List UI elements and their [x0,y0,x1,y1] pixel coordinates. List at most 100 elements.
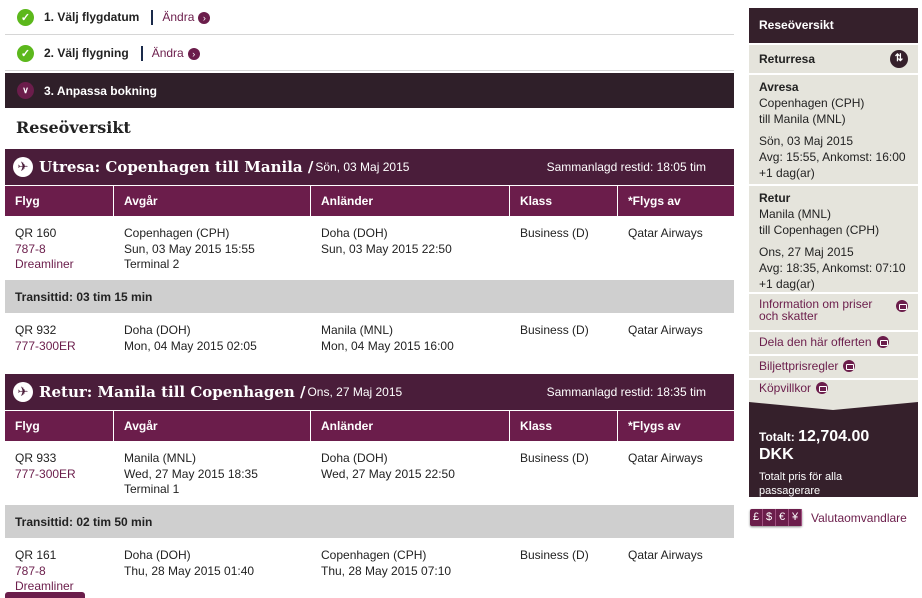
currency-symbol: £ [750,509,763,526]
inbound-times: Avg: 18:35, Ankomst: 07:10 [759,261,906,275]
step-label: 3. Anpassa bokning [44,83,157,98]
currency-converter-link[interactable]: Valutaomvandlare [811,510,907,525]
step-2: ✓ 2. Välj flygning Ändra › [5,36,734,71]
aircraft-link[interactable]: 787-8 Dreamliner [15,241,74,272]
class: Business (D) [520,451,589,465]
inbound-to: till Copenhagen (CPH) [759,223,880,237]
table-header: Flyg Avgår Anländer Klass *Flygs av [5,411,734,441]
outbound-to: till Manila (MNL) [759,112,846,126]
departure-info: Doha (DOH) [124,323,191,337]
chevron-right-icon: › [187,48,200,60]
total-box: Totalt: 12,704.00 DKK Totalt pris för al… [749,400,918,497]
segment-header: ✈ Retur: Manila till Copenhagen / Ons, 27 … [5,374,734,410]
column-header: Klass [510,186,618,216]
aircraft-link[interactable]: 787-8 Dreamliner [15,563,74,594]
outbound-date: Sön, 03 Maj 2015 [759,134,854,148]
plane-icon: ✈ [13,157,33,177]
segment-return: ✈ Retur: Manila till Copenhagen / Ons, 27 … [5,374,734,593]
currency-converter[interactable]: £ $ € ¥ Valutaomvandlare [750,509,907,526]
expand-icon [896,300,908,312]
table-row: QR 932 777-300ER Doha (DOH) Mon, 04 May 20… [5,313,734,363]
departure-info: Terminal 1 [124,482,180,496]
chevron-right-icon: › [198,12,211,24]
segment-route: Retur: Manila till Copenhagen / [39,383,306,401]
table-header: Flyg Avgår Anländer Klass *Flygs av [5,186,734,216]
inbound-heading: Retur [759,191,791,205]
divider [151,9,154,25]
inbound-from: Manila (MNL) [759,207,832,221]
class: Business (D) [520,226,589,240]
link-fare-rules[interactable]: Biljettprisregler [749,356,918,378]
column-header: *Flygs av [628,194,681,208]
arrival-info: Wed, 27 May 2015 22:50 [321,466,455,481]
sidebar-inbound: Retur Manila (MNL) till Copenhagen (CPH)… [749,186,918,292]
expand-icon [876,336,889,348]
table-row: QR 933 777-300ER Manila (MNL) Wed, 27 May … [5,441,734,505]
column-header: Flyg [5,411,114,441]
segment-total-time: Sammanlagd restid: 18:35 tim [546,385,706,399]
step-label: 1. Välj flygdatum [44,10,140,24]
aircraft-link[interactable]: 777-300ER [15,338,76,353]
total-note: Totalt pris för alla passagerare [759,471,843,497]
column-header: *Flygs av [628,419,681,433]
transit-row: Transittid: 03 tim 15 min [5,280,734,313]
currency-icon: £ $ € ¥ [750,509,802,526]
page-title: Reseöversikt [16,118,131,137]
operated-by: Qatar Airways [628,226,703,240]
link-terms[interactable]: Köpvillkor [749,380,918,402]
flight-number: QR 160 [15,226,57,240]
column-header: Klass [510,411,618,441]
inbound-date: Ons, 27 Maj 2015 [759,245,854,259]
departure-info: Sun, 03 May 2015 15:55 [124,241,255,256]
class: Business (D) [520,548,589,562]
button-partial[interactable] [5,592,85,598]
currency-symbol: € [776,509,789,526]
segment-header: ✈ Utresa: Copenhagen till Manila / Sön, 03… [5,149,734,185]
operated-by: Qatar Airways [628,323,703,337]
arrival-info: Thu, 28 May 2015 07:10 [321,563,452,578]
operated-by: Qatar Airways [628,548,703,562]
column-header: Anländer [311,186,510,216]
flight-number: QR 932 [15,323,57,337]
check-icon: ✓ [17,8,34,26]
arrival-info: Sun, 03 May 2015 22:50 [321,241,452,256]
total-value: 12,704.00 DKK [759,428,870,463]
arrival-info: Mon, 04 May 2015 16:00 [321,338,454,353]
segment-date: Ons, 27 Maj 2015 [307,385,403,399]
segment-date: Sön, 03 Maj 2015 [315,160,410,174]
transit-row: Transittid: 02 tim 50 min [5,505,734,538]
outbound-times: Avg: 15:55, Ankomst: 16:00 [759,150,906,164]
table-row: QR 161 787-8 Dreamliner Doha (DOH) Thu, 28… [5,538,734,593]
check-icon: ✓ [17,44,34,62]
column-header: Flyg [5,186,114,216]
link-share-offer[interactable]: Dela den här offerten [749,332,918,354]
step-3[interactable]: ∨ 3. Anpassa bokning [5,73,734,108]
outbound-from: Copenhagen (CPH) [759,96,865,110]
departure-info: Doha (DOH) [124,548,191,562]
link-price-info[interactable]: Information om priser och skatter [749,294,918,330]
column-header: Anländer [311,411,510,441]
step-1: ✓ 1. Välj flygdatum Ändra › [5,0,734,35]
swap-icon[interactable]: ⇅ [890,50,908,68]
departure-info: Mon, 04 May 2015 02:05 [124,338,257,353]
segment-outbound: ✈ Utresa: Copenhagen till Manila / Sön, 03… [5,149,734,363]
aircraft-link[interactable]: 777-300ER [15,466,76,481]
flight-number: QR 933 [15,451,57,465]
class: Business (D) [520,323,589,337]
change-date-link[interactable]: Ändra › [162,10,211,24]
arrival-info: Manila (MNL) [321,323,394,337]
segment-total-time: Sammanlagd restid: 18:05 tim [546,160,706,174]
arrival-info: Doha (DOH) [321,226,388,240]
operated-by: Qatar Airways [628,451,703,465]
expand-icon [843,360,856,372]
arrival-info: Copenhagen (CPH) [321,548,427,562]
total-label: Totalt: [759,430,795,444]
outbound-heading: Avresa [759,80,799,94]
sidebar-title: Reseöversikt [749,8,918,43]
change-flight-link[interactable]: Ändra › [152,46,200,60]
inbound-plus: +1 dag(ar) [759,277,815,291]
expand-icon [816,382,829,394]
chevron-down-icon: ∨ [17,82,34,99]
trip-type: Returresa ⇅ [749,45,918,73]
outbound-plus: +1 dag(ar) [759,166,815,180]
